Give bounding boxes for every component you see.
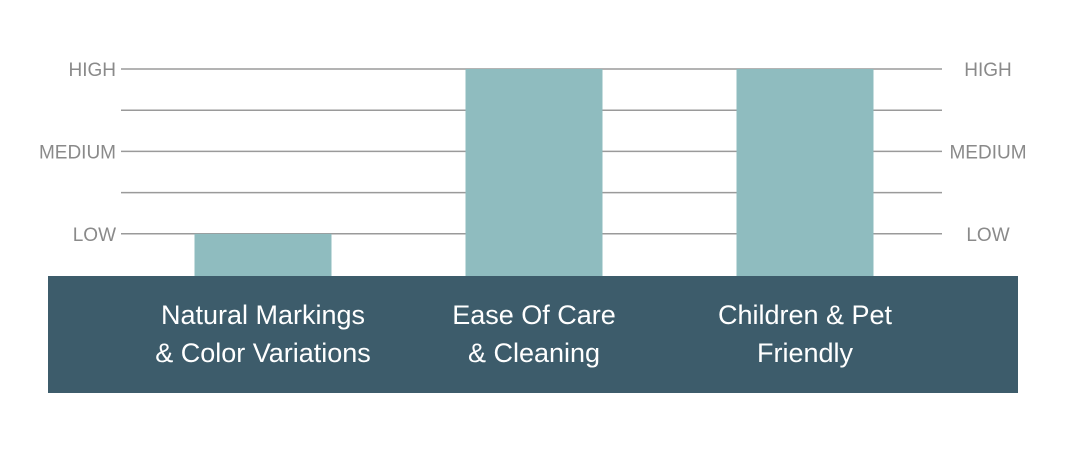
- x-tick-label: Ease Of Care & Cleaning: [452, 300, 616, 368]
- y-tick-label: HIGH: [69, 60, 117, 81]
- y-tick-label: LOW: [73, 225, 116, 246]
- x-tick-label: Children & Pet Friendly: [717, 300, 893, 368]
- y2-tick-label: HIGH: [964, 60, 1012, 81]
- y2-tick-label: MEDIUM: [949, 142, 1026, 163]
- bar: [736, 69, 874, 276]
- category-band: [48, 276, 1018, 393]
- y2-tick-label: LOW: [966, 225, 1009, 246]
- bar: [465, 69, 603, 276]
- x-tick-label: Natural Markings & Color Variations: [155, 300, 371, 368]
- bar: [194, 233, 332, 276]
- y-tick-label: MEDIUM: [39, 142, 116, 163]
